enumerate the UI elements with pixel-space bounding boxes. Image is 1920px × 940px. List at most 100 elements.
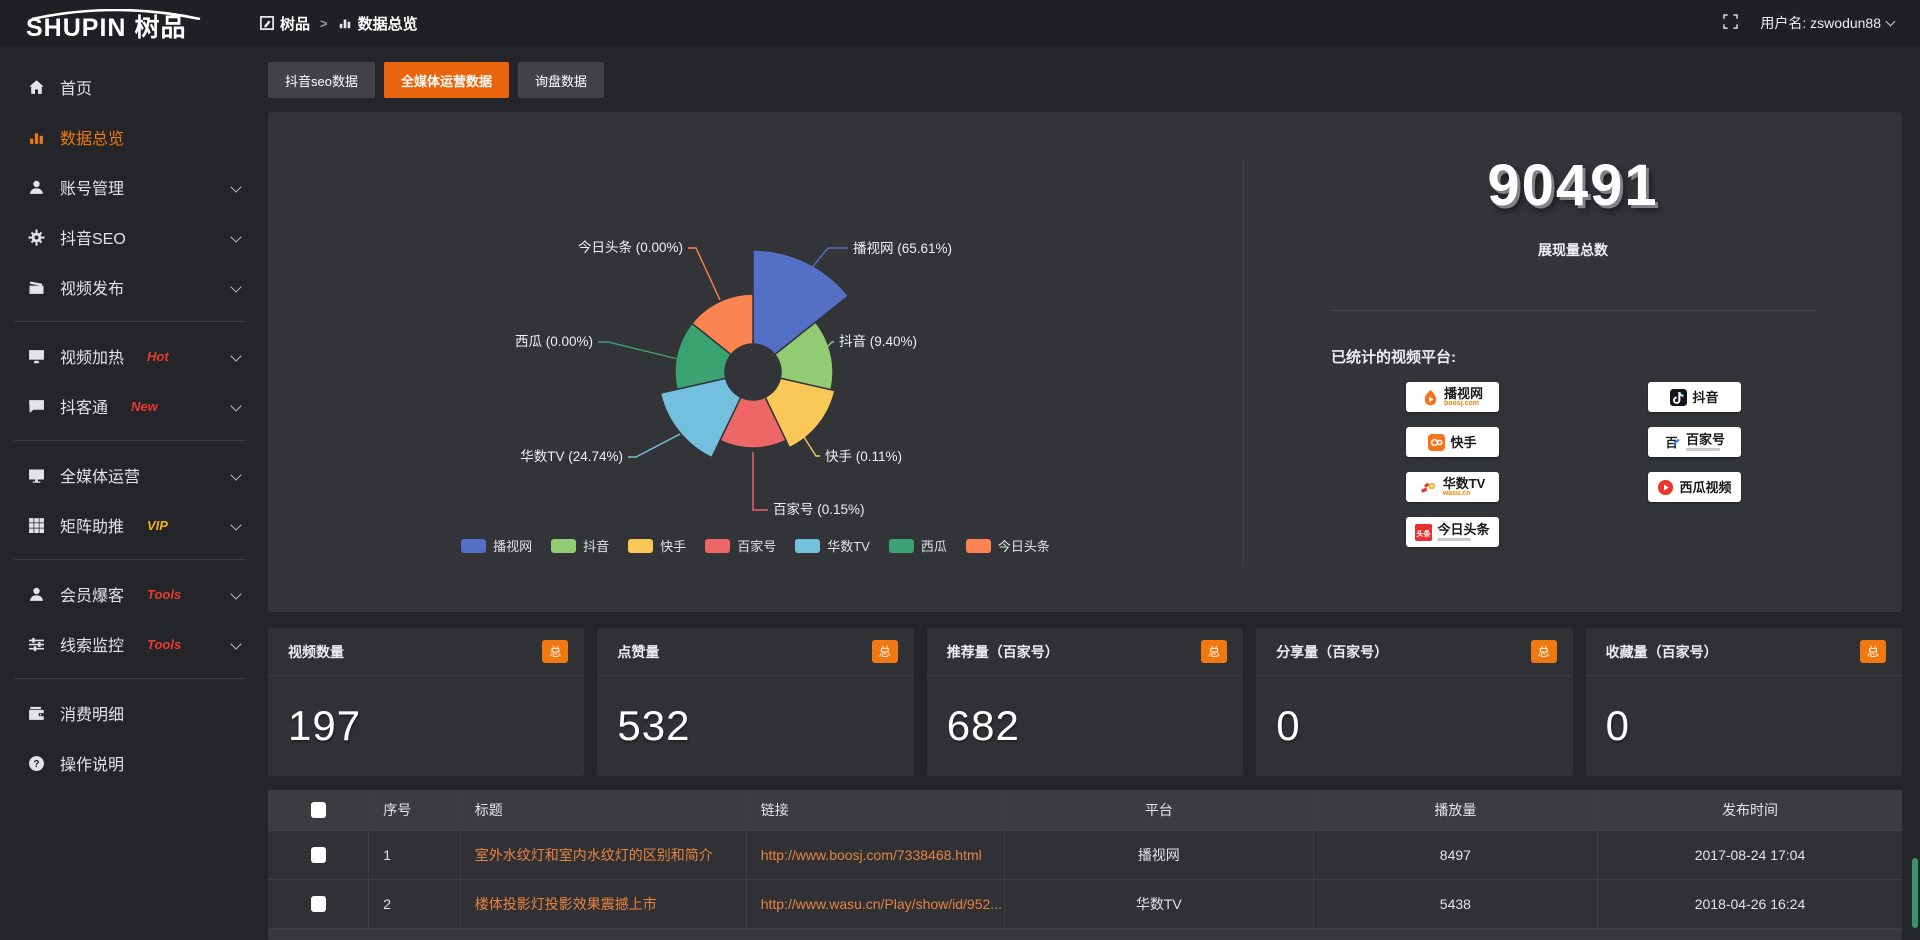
column-header-4: 播放量 xyxy=(1314,790,1599,830)
total-badge: 总 xyxy=(1859,640,1886,663)
sidebar-item-label: 视频发布 xyxy=(60,281,125,298)
legend-swatch xyxy=(888,538,914,553)
rose-chart-area: 播视网 (65.61%) 抖音 (9.40%) 快手 (0.11%) 百家号 (0.1… xyxy=(268,112,1243,612)
sidebar-item-home[interactable]: 首页 xyxy=(0,62,260,112)
sidebar-item-data-overview[interactable]: 数据总览 xyxy=(0,112,260,162)
legend-item-播视网[interactable]: 播视网 xyxy=(461,536,532,555)
legend-item-百家号[interactable]: 百家号 xyxy=(705,536,776,555)
column-header-2: 链接 xyxy=(747,790,1005,830)
video-url-link[interactable]: http://www.wasu.cn/Play/show/id/952... xyxy=(747,880,1005,928)
pie-label-line xyxy=(819,341,834,355)
pie-slice-播视网[interactable] xyxy=(752,249,850,356)
bar-chart-icon xyxy=(28,129,45,146)
platform-badge-百家号: 百百家号 xyxy=(1648,427,1741,457)
username-label: 用户名: zswodun88 xyxy=(1760,15,1881,31)
chat-icon xyxy=(28,398,45,415)
data-tabs: 抖音seo数据 全媒体运营数据 询盘数据 xyxy=(268,62,1902,98)
platform-badge-西瓜视频: 西瓜视频 xyxy=(1648,472,1741,502)
legend-item-今日头条[interactable]: 今日头条 xyxy=(965,536,1050,555)
sidebar-item-account-management[interactable]: 账号管理 xyxy=(0,162,260,212)
sidebar-item-operation-guide[interactable]: ? 操作说明 xyxy=(0,738,260,788)
logo-sub-text: 树品 xyxy=(134,13,187,42)
sidebar-item-label: 视频加热 xyxy=(60,350,125,367)
platform-domain: boosj.com xyxy=(1443,400,1479,407)
sidebar-item-matrix-boost[interactable]: 矩阵助推 VIP xyxy=(0,500,260,550)
breadcrumb-item-current[interactable]: 数据总览 xyxy=(338,13,418,34)
chevron-down-icon xyxy=(230,400,242,412)
fullscreen-icon[interactable] xyxy=(1723,14,1739,32)
summary-area: 90491 展现量总数 已统计的视频平台: 播视网 boosj.com 快手 华数TV… xyxy=(1244,112,1902,612)
sidebar-item-video-publish[interactable]: 视频发布 xyxy=(0,262,260,312)
select-all-checkbox[interactable] xyxy=(310,802,326,818)
pie-slice-快手[interactable] xyxy=(764,377,836,449)
legend-item-华数TV[interactable]: 华数TV xyxy=(795,536,870,555)
pie-label-西瓜: 西瓜 (0.00%) xyxy=(515,334,593,349)
scrollbar-thumb[interactable] xyxy=(1912,858,1918,928)
sidebar-item-label: 线索监控 xyxy=(60,638,125,655)
app-logo: SHUPIN 树品 xyxy=(0,8,260,42)
total-impressions-label: 展现量总数 xyxy=(1538,242,1608,258)
breadcrumb-separator: > xyxy=(320,15,328,31)
video-title-link[interactable]: 楼体投影灯投影效果震撼上市 xyxy=(461,880,747,928)
total-badge: 总 xyxy=(1201,640,1228,663)
sidebar-item-douyin-seo[interactable]: 抖音SEO xyxy=(0,212,260,262)
breadcrumb-item-root[interactable]: 树品 xyxy=(260,13,310,34)
chevron-down-icon xyxy=(230,588,242,600)
tab-inquiry-data[interactable]: 询盘数据 xyxy=(517,62,604,98)
tab-all-media-operation-data[interactable]: 全媒体运营数据 xyxy=(383,62,509,98)
monitor-icon xyxy=(28,467,45,484)
videos-table: 序号 标题 链接 平台 播放量 发布时间 1 室外水纹灯和室内水纹灯的区别和简介 http://… xyxy=(268,790,1902,940)
legend-swatch xyxy=(965,538,991,553)
chevron-down-icon xyxy=(230,638,242,650)
legend-item-快手[interactable]: 快手 xyxy=(628,536,686,555)
sidebar-item-all-media-operation[interactable]: 全媒体运营 xyxy=(0,450,260,500)
column-header-0: 序号 xyxy=(369,790,461,830)
sidebar-item-consumption-details[interactable]: 消费明细 xyxy=(0,688,260,738)
pie-slice-华数TV[interactable] xyxy=(659,377,742,459)
tab-douyin-seo-data[interactable]: 抖音seo数据 xyxy=(268,62,375,98)
chart-legend: 播视网 抖音 快手 百家号 华数TV 西瓜 今日头条 xyxy=(268,536,1243,555)
pie-slice-今日头条[interactable] xyxy=(690,293,754,356)
sidebar-divider xyxy=(14,678,246,679)
legend-label: 抖音 xyxy=(583,539,610,554)
pie-label-华数TV: 华数TV (24.74%) xyxy=(520,449,623,464)
sidebar-item-video-heating[interactable]: 视频加热 Hot xyxy=(0,331,260,381)
platform-badge-播视网: 播视网 boosj.com xyxy=(1406,382,1499,412)
pie-label-抖音: 抖音 (9.40%) xyxy=(839,333,917,349)
legend-item-抖音[interactable]: 抖音 xyxy=(551,536,609,555)
user-icon xyxy=(28,586,45,603)
sidebar-item-label: 全媒体运营 xyxy=(60,469,141,486)
platforms-label: 已统计的视频平台: xyxy=(1331,349,1456,366)
table-header-row: 序号 标题 链接 平台 播放量 发布时间 xyxy=(268,790,1902,830)
sidebar-item-label: 抖音SEO xyxy=(60,231,126,248)
monitor-play-icon xyxy=(28,348,45,365)
video-url-link[interactable]: http://www.boosj.com/7338468.html xyxy=(747,831,1005,879)
rose-chart[interactable]: 播视网 (65.61%) 抖音 (9.40%) 快手 (0.11%) 百家号 (0.1… xyxy=(268,112,1243,532)
summary-divider xyxy=(1331,310,1816,311)
boosj-logo-icon xyxy=(1422,389,1439,406)
chart-panel: 播视网 (65.61%) 抖音 (9.40%) 快手 (0.11%) 百家号 (0.1… xyxy=(268,112,1902,612)
wallet-icon xyxy=(28,705,45,722)
stat-card-value: 197 xyxy=(288,702,362,749)
sidebar-item-lead-monitoring[interactable]: 线索监控 Tools xyxy=(0,619,260,669)
sidebar-item-douketong[interactable]: 抖客通 New xyxy=(0,381,260,431)
time-cell: 2018-04-26 16:24 xyxy=(1694,896,1806,912)
plays-cell: 5438 xyxy=(1314,880,1599,928)
pie-label-line xyxy=(801,433,820,457)
table-row-1: 1 室外水纹灯和室内水纹灯的区别和简介 http://www.boosj.com/7… xyxy=(268,830,1902,879)
pie-label-line xyxy=(752,452,768,511)
chevron-down-icon xyxy=(1885,16,1896,27)
legend-item-西瓜[interactable]: 西瓜 xyxy=(888,536,947,555)
pie-label-今日头条: 今日头条 (0.00%) xyxy=(578,239,683,255)
user-menu[interactable]: 用户名: zswodun88 xyxy=(1760,13,1896,33)
row-checkbox[interactable] xyxy=(310,896,326,912)
sidebar: 首页 数据总览 账号管理抖音SEO 视频发布视频加热 Hot 抖客通 New 全媒体运营矩阵助… xyxy=(0,46,260,936)
pie-label-line xyxy=(688,247,721,301)
sidebar-item-label: 抖客通 xyxy=(60,400,109,417)
total-badge: 总 xyxy=(871,640,898,663)
chevron-down-icon xyxy=(230,281,242,293)
row-checkbox[interactable] xyxy=(310,847,326,863)
video-title-link[interactable]: 室外水纹灯和室内水纹灯的区别和简介 xyxy=(461,831,747,879)
sidebar-item-member-baoke[interactable]: 会员爆客 Tools xyxy=(0,569,260,619)
svg-text:头条: 头条 xyxy=(1417,528,1432,537)
